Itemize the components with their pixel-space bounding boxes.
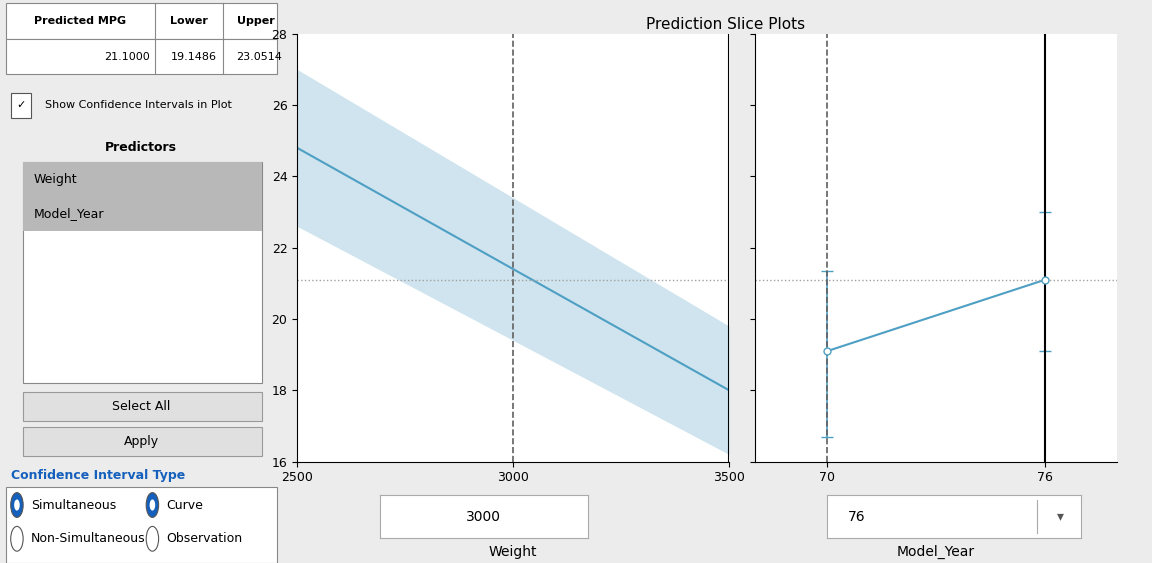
Text: 76: 76: [848, 510, 865, 524]
Text: ▾: ▾: [1056, 510, 1063, 524]
Text: 21.1000: 21.1000: [104, 52, 150, 61]
Text: Lower: Lower: [170, 16, 209, 26]
Text: 19.1486: 19.1486: [172, 52, 218, 61]
Text: Select All: Select All: [112, 400, 170, 413]
Bar: [12, 93, 31, 118]
Circle shape: [14, 499, 20, 511]
Text: Show Confidence Intervals in Plot: Show Confidence Intervals in Plot: [45, 100, 232, 110]
Bar: [6, 39, 276, 74]
Text: Prediction Slice Plots: Prediction Slice Plots: [646, 17, 805, 32]
Text: Weight: Weight: [33, 172, 77, 186]
Text: Model_Year: Model_Year: [896, 544, 975, 559]
Text: 3000: 3000: [467, 510, 501, 524]
Bar: [23, 162, 263, 196]
Text: Predicted MPG: Predicted MPG: [35, 16, 127, 26]
Text: Apply: Apply: [123, 435, 159, 448]
Text: Non-Simultaneous: Non-Simultaneous: [31, 532, 145, 546]
Text: ✓: ✓: [16, 100, 25, 110]
Circle shape: [150, 499, 156, 511]
Text: Predictors: Predictors: [105, 141, 177, 154]
Circle shape: [146, 493, 159, 517]
Text: Upper: Upper: [236, 16, 274, 26]
Circle shape: [146, 526, 159, 551]
Bar: [23, 392, 263, 421]
Bar: [23, 196, 263, 231]
Circle shape: [10, 526, 23, 551]
Text: Confidence Interval Type: Confidence Interval Type: [12, 469, 185, 482]
Text: 23.0514: 23.0514: [236, 52, 282, 61]
Text: Weight: Weight: [488, 545, 537, 558]
Text: Model_Year: Model_Year: [33, 207, 105, 221]
Bar: [6, 487, 276, 563]
Text: Curve: Curve: [167, 498, 204, 512]
Text: Simultaneous: Simultaneous: [31, 498, 116, 512]
Bar: [23, 427, 263, 456]
Bar: [23, 162, 263, 383]
Text: Observation: Observation: [167, 532, 243, 546]
Circle shape: [10, 493, 23, 517]
Bar: [6, 3, 276, 39]
